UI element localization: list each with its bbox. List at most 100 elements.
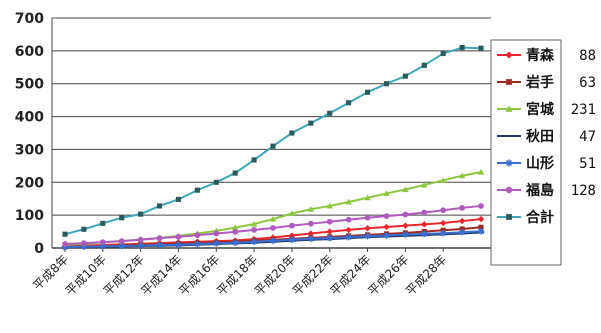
data-point bbox=[383, 223, 390, 231]
data-point bbox=[439, 230, 447, 237]
data-point bbox=[440, 50, 446, 57]
legend-total: 231 bbox=[571, 102, 596, 118]
legend-label: 秋田 bbox=[526, 128, 554, 145]
data-point bbox=[99, 239, 106, 245]
legend-label: 山形 bbox=[526, 155, 554, 172]
data-point bbox=[459, 226, 465, 232]
legend-label: 岩手 bbox=[525, 74, 554, 91]
data-point bbox=[478, 224, 484, 230]
data-point bbox=[364, 89, 371, 95]
x-tick-label: 平成24年 bbox=[328, 252, 374, 298]
data-point bbox=[421, 62, 427, 68]
y-tick-label: 300 bbox=[15, 142, 44, 158]
legend-item: 宮城 231 bbox=[497, 101, 596, 118]
data-point bbox=[175, 233, 182, 240]
data-point bbox=[289, 222, 295, 229]
data-point bbox=[402, 186, 409, 193]
legend-label: 青森 bbox=[526, 47, 555, 64]
grid-lines bbox=[52, 17, 491, 216]
data-point bbox=[478, 203, 484, 209]
data-point bbox=[119, 215, 125, 221]
data-point bbox=[250, 220, 258, 227]
data-point bbox=[402, 231, 409, 238]
x-tick-label: 平成12年 bbox=[101, 252, 147, 298]
data-point bbox=[156, 203, 163, 209]
legend-marker bbox=[506, 79, 512, 85]
legend-item: 福島 128 bbox=[497, 182, 596, 199]
y-tick-label: 100 bbox=[15, 208, 44, 224]
data-point bbox=[345, 233, 352, 241]
data-point bbox=[251, 157, 257, 163]
data-point bbox=[345, 216, 352, 223]
data-point bbox=[383, 232, 390, 239]
legend-total: 128 bbox=[571, 183, 596, 199]
x-tick-label: 平成16年 bbox=[176, 252, 222, 298]
data-point bbox=[459, 45, 465, 51]
data-point bbox=[383, 213, 390, 220]
data-point bbox=[364, 194, 371, 201]
data-point bbox=[213, 240, 220, 247]
data-point bbox=[137, 236, 144, 243]
y-tick-label: 700 bbox=[15, 11, 44, 27]
series-6 bbox=[62, 203, 484, 247]
data-point bbox=[402, 222, 409, 229]
data-point bbox=[250, 238, 258, 245]
data-point bbox=[383, 81, 390, 87]
data-point bbox=[458, 172, 466, 179]
data-point bbox=[213, 179, 219, 185]
data-point bbox=[118, 238, 125, 244]
data-point bbox=[269, 215, 277, 222]
x-tick-label: 平成26年 bbox=[365, 252, 411, 298]
data-point bbox=[402, 73, 408, 79]
data-point bbox=[364, 225, 371, 232]
data-point bbox=[231, 239, 239, 246]
data-point bbox=[326, 202, 333, 209]
data-point bbox=[345, 226, 352, 234]
legend: 青森 88 岩手 63 宮城 231 秋田 47 山形 51 福島 128 合計 bbox=[490, 39, 596, 266]
data-point bbox=[175, 241, 182, 248]
legend-item: 青森 88 bbox=[497, 47, 596, 64]
data-point bbox=[364, 232, 371, 240]
legend-marker bbox=[505, 51, 513, 59]
y-tick-label: 500 bbox=[15, 77, 44, 93]
data-point bbox=[458, 229, 466, 236]
data-point bbox=[421, 230, 428, 238]
data-point bbox=[327, 110, 333, 116]
data-point bbox=[269, 237, 277, 244]
data-point bbox=[61, 243, 69, 251]
data-point bbox=[439, 177, 447, 183]
data-point bbox=[156, 235, 163, 242]
data-point bbox=[80, 243, 88, 250]
data-point bbox=[137, 242, 144, 249]
data-point bbox=[307, 235, 315, 242]
data-point bbox=[99, 243, 107, 250]
legend-box bbox=[490, 39, 562, 266]
series-7 bbox=[62, 45, 484, 237]
data-point bbox=[232, 170, 238, 176]
x-tick-label: 平成20年 bbox=[252, 252, 298, 298]
data-point bbox=[81, 240, 87, 246]
legend-marker bbox=[505, 186, 513, 194]
data-point bbox=[346, 100, 352, 106]
data-point bbox=[194, 240, 201, 248]
series-5 bbox=[61, 228, 485, 251]
legend-total: 88 bbox=[579, 48, 596, 64]
data-point bbox=[118, 242, 125, 250]
data-point bbox=[307, 206, 315, 212]
legend-marker bbox=[506, 214, 512, 220]
data-point bbox=[81, 226, 87, 232]
data-point bbox=[345, 198, 352, 205]
data-point bbox=[439, 219, 447, 227]
legend-item: 合計 bbox=[497, 209, 554, 226]
legend-label: 合計 bbox=[526, 209, 554, 226]
legend-total: 63 bbox=[579, 75, 596, 91]
data-point bbox=[307, 230, 315, 237]
data-point bbox=[440, 207, 447, 214]
data-point bbox=[270, 225, 276, 231]
legend-total: 47 bbox=[579, 129, 596, 145]
data-point bbox=[288, 236, 296, 243]
y-tick-label: 400 bbox=[15, 110, 44, 126]
y-tick-label: 0 bbox=[34, 241, 44, 257]
data-point bbox=[383, 190, 390, 197]
